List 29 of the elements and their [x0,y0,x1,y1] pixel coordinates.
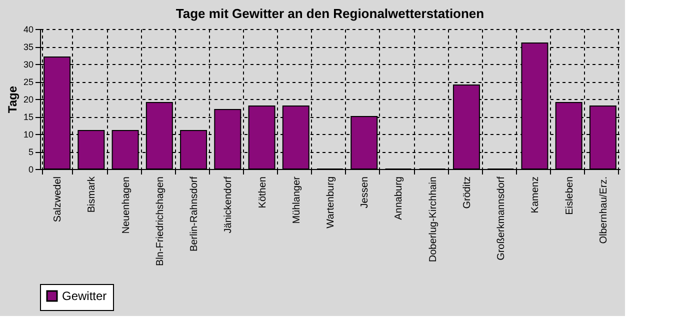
x-tick-label: Salzwedel [52,176,64,222]
y-tick-label: 5 [28,147,34,157]
x-tick-label: Jänickendorf [223,176,234,234]
y-tick-label: 35 [23,42,34,52]
x-tick-label: Gröditz [462,176,473,209]
x-tick-label: Annaburg [394,176,405,220]
y-tick-label: 15 [23,112,34,122]
x-tick-label: Berlin-Rahnsdorf [189,176,200,252]
y-tick-label: 25 [23,77,34,87]
x-tick-label: Wartenburg [326,176,336,228]
x-tick-label: Großerkmannsdorf [496,176,508,260]
x-tick-label: Köthen [257,176,268,208]
x-tick-label: Kamenz [530,176,542,214]
x-tick-label: Jessen [360,176,371,208]
y-tick-label: 30 [23,60,34,70]
x-tick-label: Bismark [86,176,98,213]
legend-label: Gewitter [62,289,107,303]
y-tick-label: 20 [23,94,34,104]
x-tick-label: Doberlug-Kirchhain [428,176,439,262]
x-tick-label: Neuenhagen [120,176,132,234]
y-axis-title: Tage [5,86,20,114]
x-tick-label: Eisleben [564,176,576,215]
chart-title: Tage mit Gewitter an den Regionalwetterstationen [176,6,484,21]
x-tick-label: Olbernhau/Erz. [598,176,610,244]
y-tick-label: 40 [23,24,34,34]
y-tick-label: 10 [23,130,34,140]
x-tick-label: Mühlanger [291,176,302,224]
x-tick-label: Bln-Friedrichshagen [154,176,166,266]
y-tick-label: 0 [28,164,34,174]
